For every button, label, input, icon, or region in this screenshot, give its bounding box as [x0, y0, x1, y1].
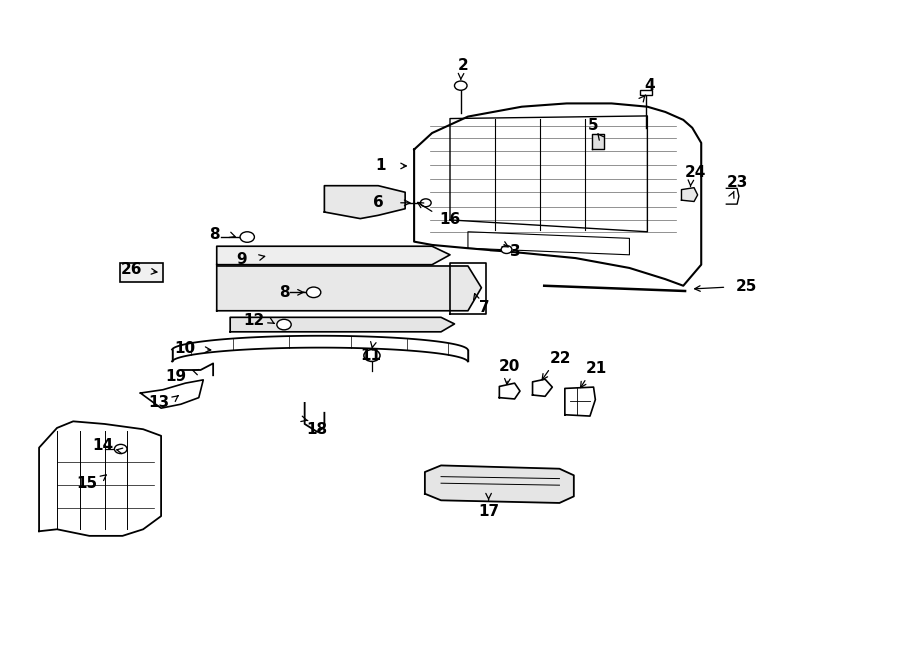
- Text: 3: 3: [510, 244, 521, 259]
- Text: 21: 21: [586, 360, 607, 375]
- Text: 18: 18: [307, 422, 328, 437]
- Text: 15: 15: [76, 476, 97, 490]
- Text: 8: 8: [210, 227, 220, 242]
- Bar: [120, 262, 163, 282]
- Text: 6: 6: [373, 195, 383, 210]
- Text: 17: 17: [478, 504, 500, 519]
- Circle shape: [240, 232, 255, 243]
- Circle shape: [420, 199, 431, 207]
- Text: 25: 25: [735, 279, 757, 294]
- Text: 1: 1: [375, 159, 386, 173]
- Text: 26: 26: [121, 262, 142, 278]
- Circle shape: [454, 81, 467, 91]
- Text: 20: 20: [499, 359, 520, 374]
- Text: 11: 11: [361, 348, 382, 363]
- Text: 24: 24: [685, 165, 706, 180]
- Polygon shape: [592, 134, 604, 149]
- Polygon shape: [681, 188, 698, 202]
- Polygon shape: [230, 317, 454, 332]
- Bar: [640, 90, 652, 95]
- Text: 10: 10: [175, 342, 196, 356]
- Circle shape: [501, 246, 512, 253]
- Polygon shape: [425, 465, 574, 503]
- Text: 8: 8: [279, 285, 289, 300]
- Text: 23: 23: [726, 175, 748, 190]
- Text: 22: 22: [550, 350, 572, 366]
- Circle shape: [277, 319, 292, 330]
- Text: 9: 9: [237, 252, 248, 267]
- Text: 19: 19: [166, 369, 187, 384]
- Polygon shape: [217, 247, 450, 264]
- Text: 2: 2: [458, 58, 469, 73]
- Circle shape: [306, 287, 320, 297]
- Circle shape: [114, 444, 127, 453]
- Text: 5: 5: [589, 118, 598, 133]
- Text: 13: 13: [148, 395, 169, 410]
- Polygon shape: [217, 266, 482, 311]
- Polygon shape: [324, 186, 405, 219]
- Text: 14: 14: [92, 438, 113, 453]
- Circle shape: [364, 350, 380, 362]
- Text: 4: 4: [644, 78, 654, 93]
- Text: 16: 16: [439, 212, 461, 227]
- Text: 7: 7: [479, 300, 490, 315]
- Text: 12: 12: [244, 313, 265, 328]
